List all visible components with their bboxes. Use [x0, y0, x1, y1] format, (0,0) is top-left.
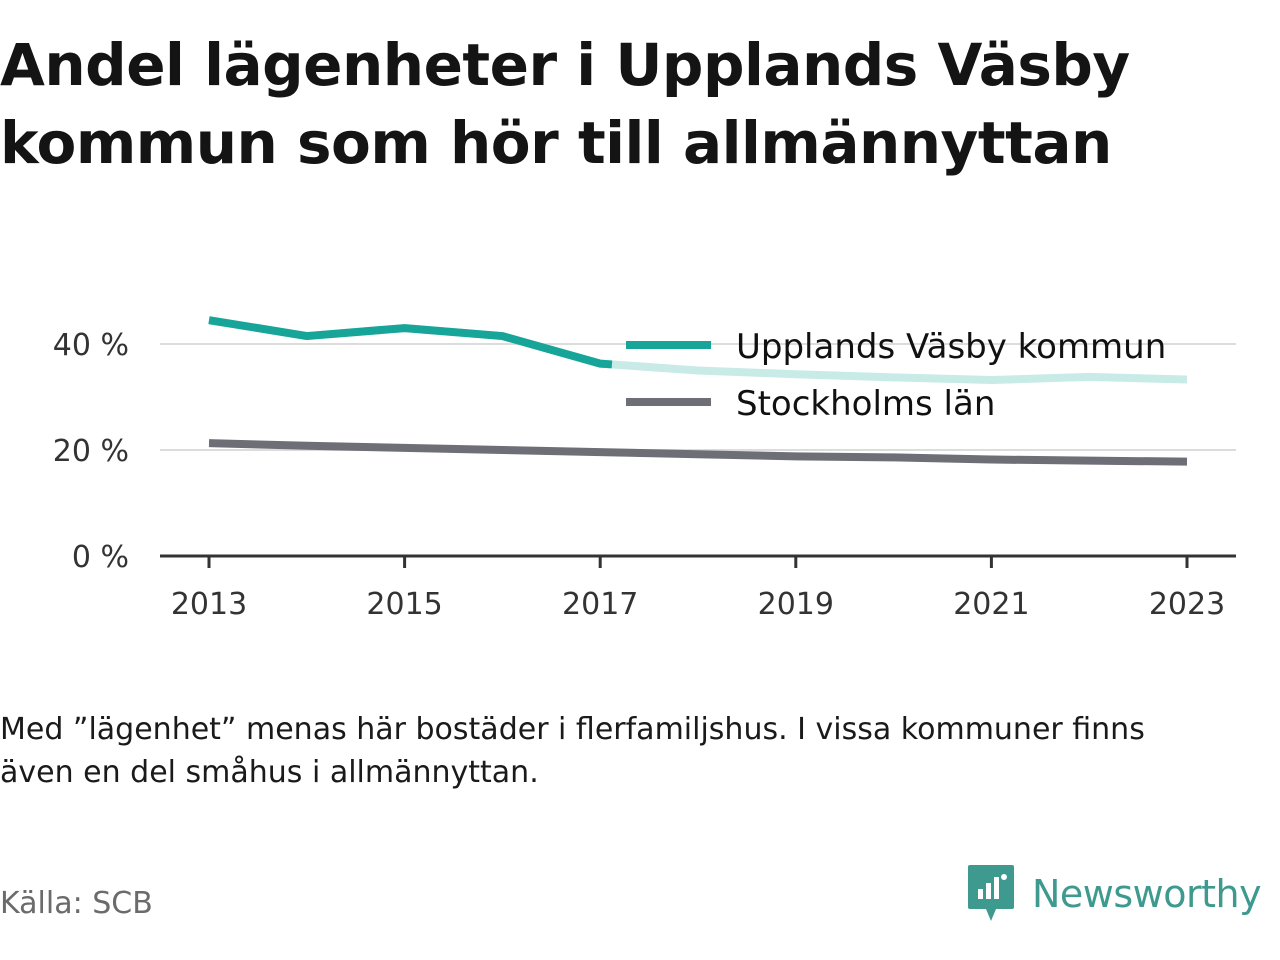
y-axis-tick-labels: 0 % 20 % 40 %	[53, 328, 129, 575]
series-line-upplands-vasby	[208, 316, 613, 369]
chart-title: Andel lägenheter i Upplands Väsby kommun…	[0, 26, 1270, 182]
x-tick-label: 2021	[953, 587, 1029, 622]
brand-name: Newsworthy	[1032, 872, 1262, 916]
x-axis: 2013 2015 2017 2019 2021 2023	[160, 554, 1236, 622]
legend: Upplands Väsby kommun Stockholms län	[626, 327, 1166, 424]
y-tick-label: 0 %	[72, 540, 129, 575]
footnote-line-1: Med ”lägenhet” menas här bostäder i fler…	[0, 712, 1145, 747]
legend-label: Upplands Väsby kommun	[736, 327, 1166, 367]
legend-item-upplands-vasby: Upplands Väsby kommun	[626, 327, 1166, 367]
legend-item-stockholms-lan: Stockholms län	[626, 384, 995, 424]
legend-label: Stockholms län	[736, 384, 995, 424]
y-tick-label: 40 %	[53, 328, 129, 363]
x-tick-label: 2019	[758, 587, 834, 622]
chart-title-line-1: Andel lägenheter i Upplands Väsby	[0, 31, 1130, 99]
brand-logo: Newsworthy	[966, 862, 1262, 926]
footnote-line-2: även en del småhus i allmännyttan.	[0, 755, 539, 790]
x-tick-label: 2023	[1149, 587, 1225, 622]
series-line-stockholms-lan	[208, 439, 1188, 466]
series-lines	[208, 316, 1188, 466]
source-label: Källa: SCB	[0, 886, 153, 921]
chart-footnote: Med ”lägenhet” menas här bostäder i fler…	[0, 708, 1260, 794]
line-chart: 0 % 20 % 40 % Upplands Väsby kommun Stockho…	[53, 316, 1236, 622]
x-tick-label: 2017	[562, 587, 638, 622]
y-tick-label: 20 %	[53, 434, 129, 469]
x-tick-label: 2013	[171, 587, 247, 622]
newsworthy-logo-icon	[968, 865, 1014, 921]
chart-title-line-2: kommun som hör till allmännyttan	[0, 109, 1112, 177]
x-tick-label: 2015	[366, 587, 442, 622]
